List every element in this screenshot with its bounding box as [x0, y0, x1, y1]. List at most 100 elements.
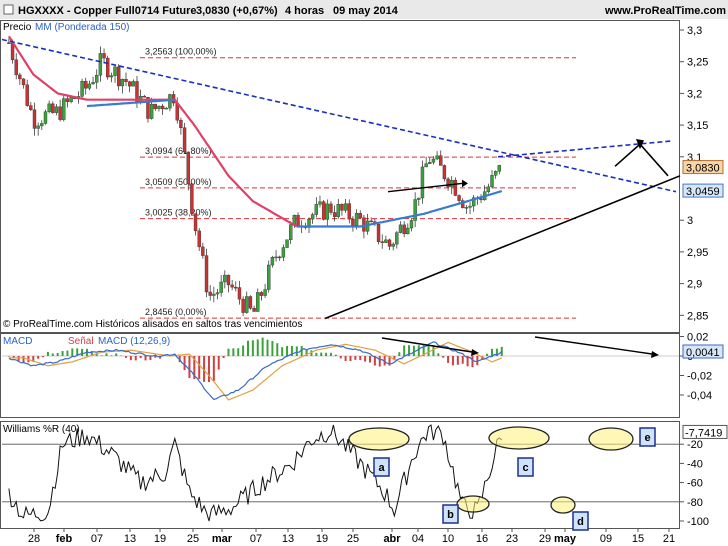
- macd-histogram-bar: [149, 356, 152, 360]
- williams-highlight-ellipse: [550, 496, 576, 514]
- header-date: 09 may 2014: [333, 5, 399, 17]
- candle-body: [435, 155, 439, 160]
- candle-body: [186, 151, 190, 184]
- macd-histogram-bar: [66, 350, 69, 356]
- candle-body: [179, 119, 183, 128]
- price-y-tick-label: 2,85: [687, 310, 708, 322]
- candle-body: [402, 224, 406, 235]
- fib-level-label: 3,0509 (50,00%): [145, 177, 212, 187]
- candle-body: [230, 284, 234, 288]
- x-tick-label: 29: [539, 533, 551, 545]
- candle-body: [58, 106, 62, 120]
- macd-histogram-bar: [144, 356, 147, 361]
- macd-histogram-bar: [364, 356, 367, 362]
- macd-histogram-bar: [232, 348, 235, 356]
- candle-body: [157, 105, 161, 109]
- candle-body: [21, 78, 26, 86]
- candle-body: [98, 53, 103, 76]
- candle-body: [413, 199, 417, 221]
- candle-body: [40, 123, 44, 127]
- macd-signal-line: [8, 341, 503, 401]
- candle-body: [347, 203, 351, 220]
- candle-body: [486, 186, 491, 192]
- macd-histogram-bar: [495, 348, 498, 356]
- price-y-tick-label: 3,15: [687, 120, 708, 132]
- header-last: 3,0830 (+0,67%): [196, 5, 278, 17]
- x-tick-label: 13: [124, 533, 136, 545]
- macd-layer: [2, 336, 679, 401]
- macd-histogram-bar: [378, 356, 381, 367]
- macd-histogram-bar: [183, 356, 186, 371]
- candle-body: [160, 105, 165, 110]
- macd-histogram-bar: [12, 356, 15, 359]
- macd-histogram-bar: [447, 356, 450, 363]
- candle-body: [120, 78, 125, 87]
- macd-histogram-bar: [90, 351, 93, 356]
- candle-body: [84, 80, 88, 89]
- candle-body: [124, 78, 128, 82]
- macd-histogram-bar: [198, 356, 201, 380]
- candle-body: [54, 106, 59, 113]
- candle-body: [281, 247, 286, 258]
- williams-layer: a b c d e: [2, 424, 679, 531]
- macd-value-tag-label: 0,0041: [686, 347, 720, 359]
- macd-histogram-bar: [432, 345, 435, 356]
- ma-blue-line-late: [296, 190, 503, 228]
- candle-body: [193, 213, 198, 232]
- candle-body: [409, 220, 414, 229]
- price-y-tick-label: 2,9: [687, 279, 702, 291]
- candle-body: [310, 214, 315, 220]
- candle-body: [36, 125, 40, 129]
- candle-body: [212, 293, 216, 296]
- macd-divergence-arrow-2: [534, 336, 653, 355]
- macd-histogram-bar: [251, 340, 254, 356]
- macd-histogram-bar: [227, 348, 230, 356]
- macd-divergence-arrow-1: [381, 337, 473, 353]
- candle-body: [420, 166, 425, 199]
- x-tick-label: 07: [250, 533, 262, 545]
- candle-body: [69, 97, 73, 102]
- ma-value-tag: [682, 183, 724, 198]
- axis-layer: 28 feb 07 13 19 25 mar 07 13 19 25 abr 04 10 16 23 29 may…: [28, 25, 728, 545]
- candle-body: [204, 255, 209, 293]
- macd-histogram-bar: [42, 356, 45, 358]
- candle-body: [95, 75, 99, 83]
- candle-body: [80, 80, 84, 97]
- williams-y-tick-label: -60: [687, 478, 703, 490]
- x-tick-label: mar: [212, 533, 233, 545]
- williams-annotation-label: b: [447, 509, 454, 521]
- macd-histogram-bar: [491, 348, 493, 356]
- macd-histogram-bar: [300, 345, 303, 356]
- candle-body: [116, 66, 121, 87]
- candle-body: [490, 175, 494, 188]
- candle-body: [237, 287, 242, 300]
- williams-y-tick-label: -80: [687, 497, 703, 509]
- candle-body: [395, 232, 399, 245]
- candle-body: [32, 109, 37, 129]
- x-tick-label: 15: [632, 533, 644, 545]
- macd-histogram-bar: [266, 339, 269, 356]
- ma-red-line: [7, 35, 298, 228]
- candle-body: [91, 82, 95, 85]
- price-y-tick-label: 3: [687, 215, 693, 227]
- x-tick-label: 09: [600, 533, 612, 545]
- candle-body: [226, 274, 231, 286]
- macd-line: [8, 341, 503, 401]
- candle-body: [190, 183, 194, 214]
- candle-body: [51, 103, 55, 113]
- candle-body: [270, 257, 275, 266]
- uptrend-support-line: [324, 175, 681, 320]
- price-panel-label: Precio: [3, 22, 32, 33]
- macd-legend-senal: Señal: [68, 336, 94, 347]
- macd-histogram-bar: [334, 354, 337, 356]
- macd-histogram-bar: [105, 353, 108, 356]
- header-checkbox[interactable]: [3, 4, 14, 15]
- candle-body: [289, 224, 293, 241]
- candle-body: [105, 57, 110, 78]
- macd-histogram-bar: [7, 356, 10, 357]
- ma-blue-line-early: [86, 98, 175, 108]
- x-tick-label: feb: [56, 533, 73, 545]
- williams-y-tick-label: -40: [687, 458, 703, 470]
- macd-y-tick-label: 0,02: [687, 332, 708, 344]
- candle-body: [248, 296, 253, 309]
